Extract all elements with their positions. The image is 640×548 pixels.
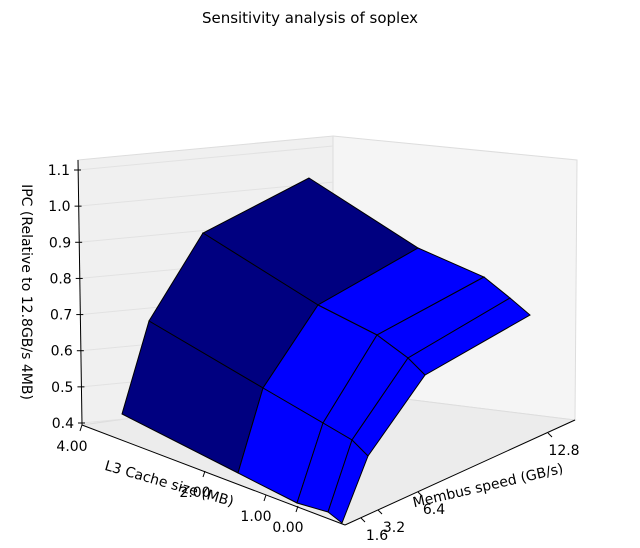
y-axis-line (344, 419, 576, 526)
z-gridline (78, 181, 334, 207)
z-tick-label: 0.4 (52, 416, 74, 432)
x-tick-mark (79, 424, 83, 432)
x-tick-label: 0.00 (272, 520, 303, 536)
z-tick-label: 0.6 (51, 344, 73, 360)
y-tick-mark (360, 517, 366, 523)
x-axis-line (81, 424, 346, 526)
z-tick-label: 0.9 (49, 235, 71, 251)
z-tick-label: 0.8 (49, 271, 71, 287)
y-tick-mark (417, 491, 423, 497)
axes (77, 159, 576, 526)
z-axis-line (77, 159, 83, 426)
x-tick-mark (202, 470, 206, 478)
z-tick-label: 1.0 (48, 199, 70, 215)
y-tick-label: 3.2 (383, 520, 405, 536)
surface (121, 177, 531, 524)
y-tick-label: 1.6 (366, 528, 388, 544)
z-tick-label: 0.5 (51, 380, 73, 396)
z-axis-label: IPC (Relative to 12.8GB/s 4MB) (18, 184, 34, 400)
y-tick-label: 12.8 (548, 443, 579, 459)
y-tick-mark (377, 509, 383, 515)
x-tick-label: 4.00 (56, 439, 87, 455)
y-tick-mark (547, 432, 553, 438)
x-tick-mark (295, 505, 299, 513)
surface-patch (327, 439, 369, 524)
y-tick-label: 6.4 (423, 502, 445, 518)
z-gridline (77, 145, 334, 171)
x-tick-label: 1.00 (240, 509, 271, 525)
z-tick-label: 0.7 (50, 308, 72, 324)
x-tick-mark (263, 494, 267, 502)
chart-title: Sensitivity analysis of soplex (202, 9, 418, 27)
ticks: 0.4 0.5 0.6 0.7 0.8 0.9 1.0 1.1 4.00 2.00 1.000.00… (48, 163, 580, 544)
x-tick-label: 2.00 (179, 485, 210, 501)
z-tick-label: 1.1 (48, 163, 70, 179)
